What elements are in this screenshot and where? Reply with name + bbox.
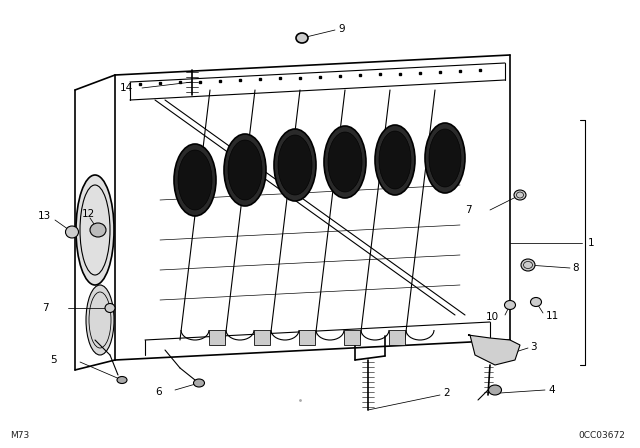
Ellipse shape <box>65 226 79 238</box>
Ellipse shape <box>504 301 515 310</box>
Ellipse shape <box>90 223 106 237</box>
Ellipse shape <box>278 135 312 195</box>
Ellipse shape <box>105 303 115 313</box>
Polygon shape <box>209 330 225 345</box>
Text: 5: 5 <box>50 355 56 365</box>
Polygon shape <box>344 330 360 345</box>
Ellipse shape <box>76 175 114 285</box>
Ellipse shape <box>274 129 316 201</box>
Ellipse shape <box>328 132 362 192</box>
Ellipse shape <box>429 129 461 187</box>
Ellipse shape <box>379 131 411 189</box>
Ellipse shape <box>193 379 205 387</box>
Text: 14: 14 <box>120 83 133 93</box>
Ellipse shape <box>324 126 366 198</box>
Text: 12: 12 <box>82 209 95 219</box>
Text: 9: 9 <box>338 24 344 34</box>
Ellipse shape <box>531 297 541 306</box>
Ellipse shape <box>86 285 114 355</box>
Ellipse shape <box>117 376 127 383</box>
Text: 4: 4 <box>548 385 555 395</box>
Text: 8: 8 <box>572 263 579 273</box>
Text: 0CC03672: 0CC03672 <box>578 431 625 439</box>
Text: 13: 13 <box>38 211 51 221</box>
Text: 3: 3 <box>530 342 536 352</box>
Ellipse shape <box>521 259 535 271</box>
Ellipse shape <box>488 385 502 395</box>
Ellipse shape <box>174 144 216 216</box>
Polygon shape <box>299 330 315 345</box>
Text: 10: 10 <box>486 312 499 322</box>
Ellipse shape <box>224 134 266 206</box>
Text: 7: 7 <box>465 205 472 215</box>
Text: 7: 7 <box>42 303 49 313</box>
Text: M73: M73 <box>10 431 29 439</box>
Ellipse shape <box>178 150 212 210</box>
Polygon shape <box>254 330 270 345</box>
Ellipse shape <box>228 140 262 200</box>
Polygon shape <box>468 335 520 365</box>
Ellipse shape <box>425 123 465 193</box>
Ellipse shape <box>514 190 526 200</box>
Polygon shape <box>389 330 405 345</box>
Text: 1: 1 <box>588 238 595 248</box>
Ellipse shape <box>375 125 415 195</box>
Text: 2: 2 <box>443 388 450 398</box>
Ellipse shape <box>296 33 308 43</box>
Text: 11: 11 <box>546 311 559 321</box>
Text: 6: 6 <box>155 387 162 397</box>
